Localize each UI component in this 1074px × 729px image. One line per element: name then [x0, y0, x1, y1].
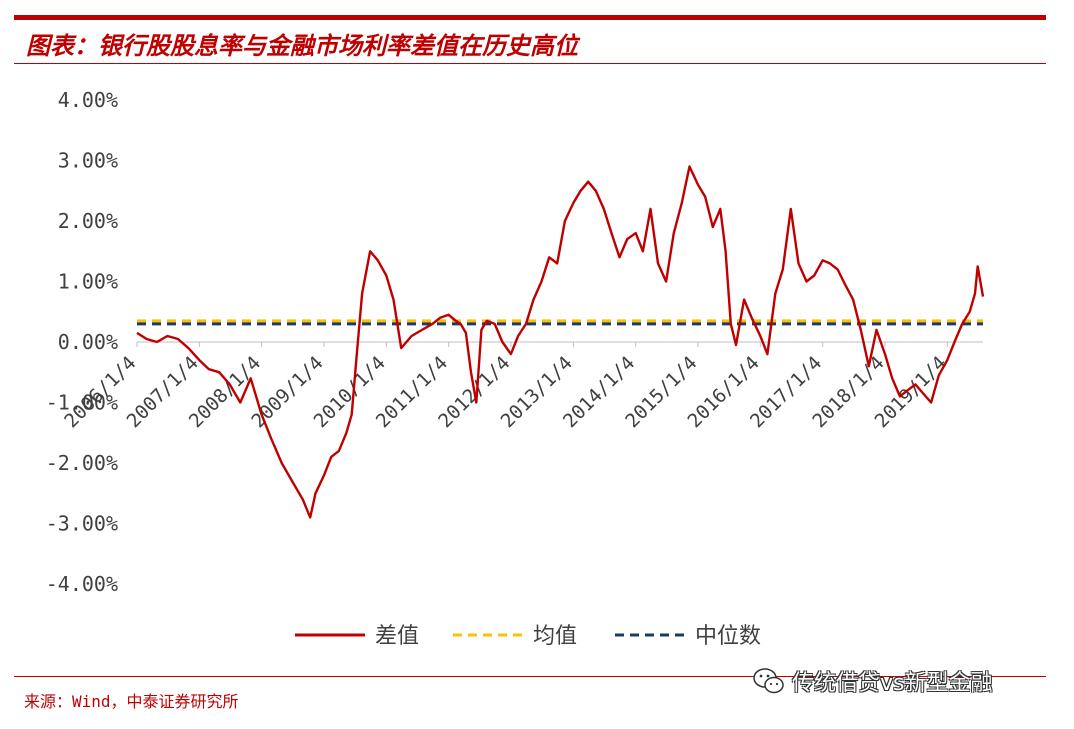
- footer-divider: [14, 676, 1046, 677]
- page-title: 图表：银行股股息率与金融市场利率差值在历史高位: [26, 31, 578, 60]
- source-note: 来源：Wind，中泰证券研究所: [24, 692, 239, 711]
- y-tick-label: 3.00%: [58, 149, 118, 173]
- series-line-diff: [136, 165, 985, 519]
- y-tick-label: 1.00%: [58, 270, 118, 294]
- y-tick-label: -1.00%: [46, 391, 118, 415]
- legend-label: 均值: [533, 624, 577, 649]
- line-chart: 4.00% 3.00% 2.00% 1.00% 0.00% -1.00% -2.00% -3.…: [46, 88, 985, 649]
- y-tick-label: 4.00%: [58, 88, 118, 112]
- y-tick-label: 2.00%: [58, 209, 118, 233]
- top-accent-bar: [14, 15, 1046, 20]
- y-tick-label: -3.00%: [46, 512, 118, 536]
- y-tick-label: -2.00%: [46, 451, 118, 475]
- wechat-icon: [753, 668, 784, 694]
- legend-label: 差值: [375, 624, 419, 649]
- y-tick-label: 0.00%: [58, 330, 118, 354]
- watermark-text: 传统借贷vs新型金融: [792, 671, 993, 696]
- watermark: 传统借贷vs新型金融: [752, 664, 992, 698]
- title-divider: [14, 63, 1046, 64]
- y-tick-label: -4.00%: [46, 572, 118, 596]
- legend-label: 中位数: [695, 624, 761, 649]
